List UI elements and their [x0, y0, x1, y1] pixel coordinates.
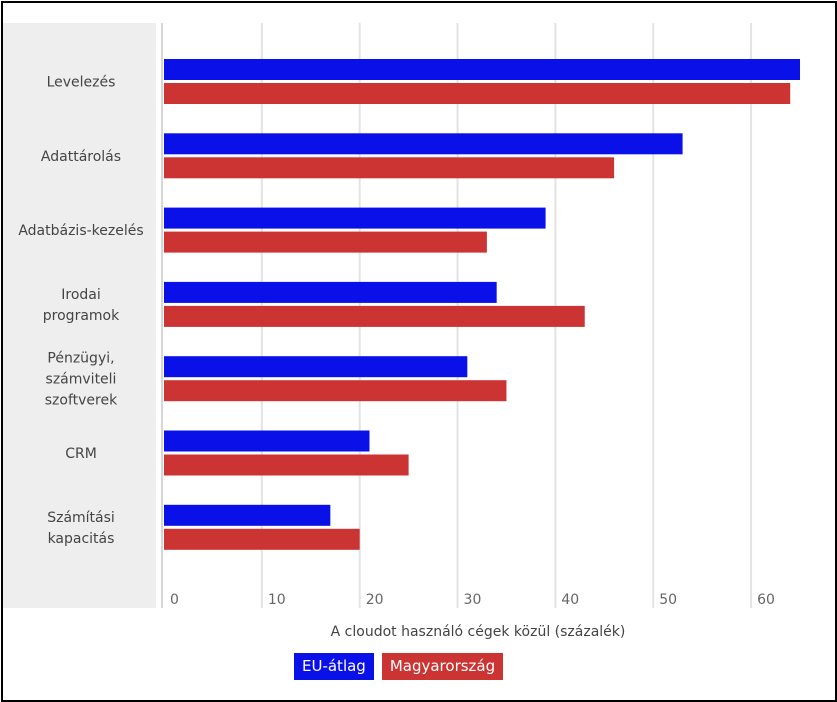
tick-labels: 0 10 20 30 40 50 60: [170, 592, 775, 608]
category-label: Levelezés: [47, 75, 116, 91]
bar-eu[interactable]: [164, 281, 497, 303]
bar-eu[interactable]: [164, 430, 370, 452]
legend: EU-átlag Magyarország: [294, 653, 504, 680]
category-label: Számítási kapacitás: [47, 510, 115, 547]
legend-item-hu[interactable]: Magyarország: [381, 653, 504, 680]
category-label: Pénzügyi, számviteli szoftverek: [45, 351, 118, 409]
category-label: Adatbázis-kezelés: [18, 223, 143, 239]
legend-item-eu[interactable]: EU-átlag: [294, 653, 374, 680]
x-tick-label: 30: [464, 592, 482, 608]
bar-hu[interactable]: [164, 305, 585, 327]
bar-eu[interactable]: [164, 59, 800, 80]
category-label-panel: [3, 23, 156, 608]
category-label: Irodai programok: [43, 287, 120, 324]
bar-hu[interactable]: [164, 454, 409, 476]
x-tick-label: 40: [561, 592, 579, 608]
bar-hu[interactable]: [164, 231, 487, 253]
x-tick-label: 0: [170, 592, 179, 608]
x-tick-label: 60: [757, 592, 775, 608]
bar-eu[interactable]: [164, 207, 546, 229]
category-label: CRM: [65, 446, 97, 462]
x-tick-label: 20: [366, 592, 384, 608]
bar-hu[interactable]: [164, 83, 791, 104]
category-label: Adattárolás: [41, 149, 121, 165]
x-tick-label: 10: [268, 592, 286, 608]
bar-hu[interactable]: [164, 157, 615, 179]
x-axis-title: A cloudot használó cégek közül (százalék…: [331, 624, 626, 640]
bar-hu[interactable]: [164, 528, 360, 550]
bar-chart: Levelezés Adattárolás Adatbázis-kezelés Iro…: [3, 23, 800, 640]
bars-group: [164, 59, 800, 550]
bar-eu[interactable]: [164, 133, 683, 155]
bar-hu[interactable]: [164, 380, 507, 402]
bar-eu[interactable]: [164, 504, 331, 526]
x-tick-label: 50: [659, 592, 677, 608]
category-labels: Levelezés Adattárolás Adatbázis-kezelés Iro…: [18, 75, 143, 547]
bar-eu[interactable]: [164, 356, 468, 378]
